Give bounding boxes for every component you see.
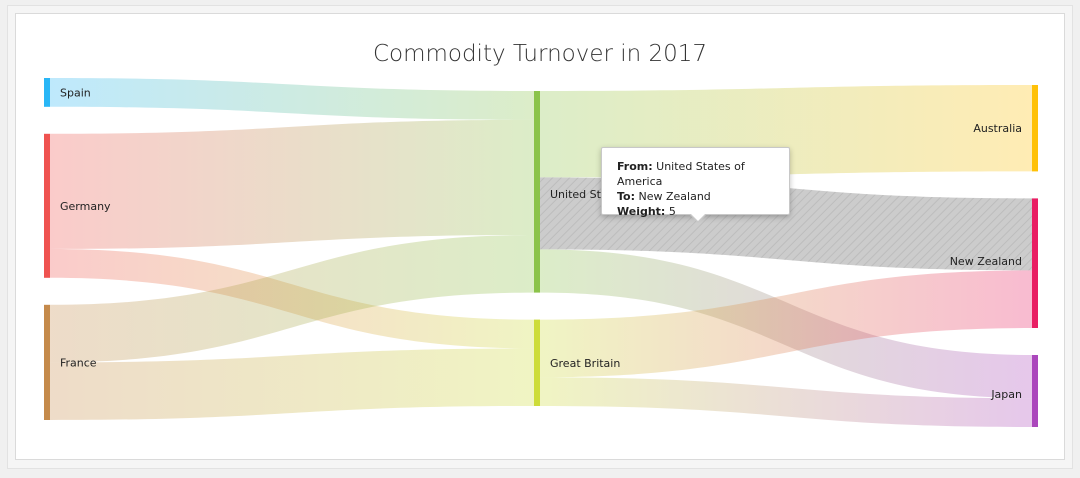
node-label-france: France	[60, 356, 97, 369]
node-label-great-britain: Great Britain	[550, 357, 620, 370]
tooltip-arrow	[689, 213, 707, 223]
link-germany-to-united-states-of-america[interactable]	[50, 119, 534, 249]
link-tooltip: From: United States of America To: New Z…	[601, 147, 790, 223]
node-label-spain: Spain	[60, 86, 91, 99]
node-australia[interactable]	[1032, 85, 1038, 172]
link-spain-to-united-states-of-america[interactable]	[50, 78, 534, 120]
node-label-australia: Australia	[973, 122, 1022, 135]
node-germany[interactable]	[44, 133, 50, 278]
tooltip-weight: Weight: 5	[617, 204, 789, 219]
tooltip-to-label: To:	[617, 190, 635, 203]
node-spain[interactable]	[44, 78, 50, 107]
link-great-britain-to-new-zealand[interactable]	[540, 270, 1032, 378]
node-label-germany: Germany	[60, 200, 111, 213]
tooltip-from: From: United States of America	[617, 159, 789, 189]
link-france-to-great-britain[interactable]	[50, 348, 534, 420]
node-great-britain[interactable]	[534, 319, 540, 406]
link-france-to-united-states-of-america[interactable]	[50, 235, 534, 363]
node-france[interactable]	[44, 304, 50, 420]
node-layer	[44, 78, 1038, 427]
chart-title: Commodity Turnover in 2017	[373, 41, 707, 67]
node-new-zealand[interactable]	[1032, 198, 1038, 328]
link-layer	[50, 78, 1032, 427]
tooltip-from-label: From:	[617, 160, 653, 173]
tooltip-to-value: New Zealand	[638, 190, 711, 203]
node-label-new-zealand: New Zealand	[950, 255, 1022, 268]
node-japan[interactable]	[1032, 355, 1038, 427]
tooltip-from-value: United States of America	[617, 160, 745, 188]
tooltip-weight-value: 5	[668, 205, 676, 218]
link-great-britain-to-japan[interactable]	[540, 377, 1032, 427]
node-united-states-of-america[interactable]	[534, 91, 540, 293]
tooltip-weight-label: Weight:	[617, 205, 666, 218]
node-label-japan: Japan	[990, 388, 1022, 401]
tooltip-to: To: New Zealand	[617, 189, 789, 204]
